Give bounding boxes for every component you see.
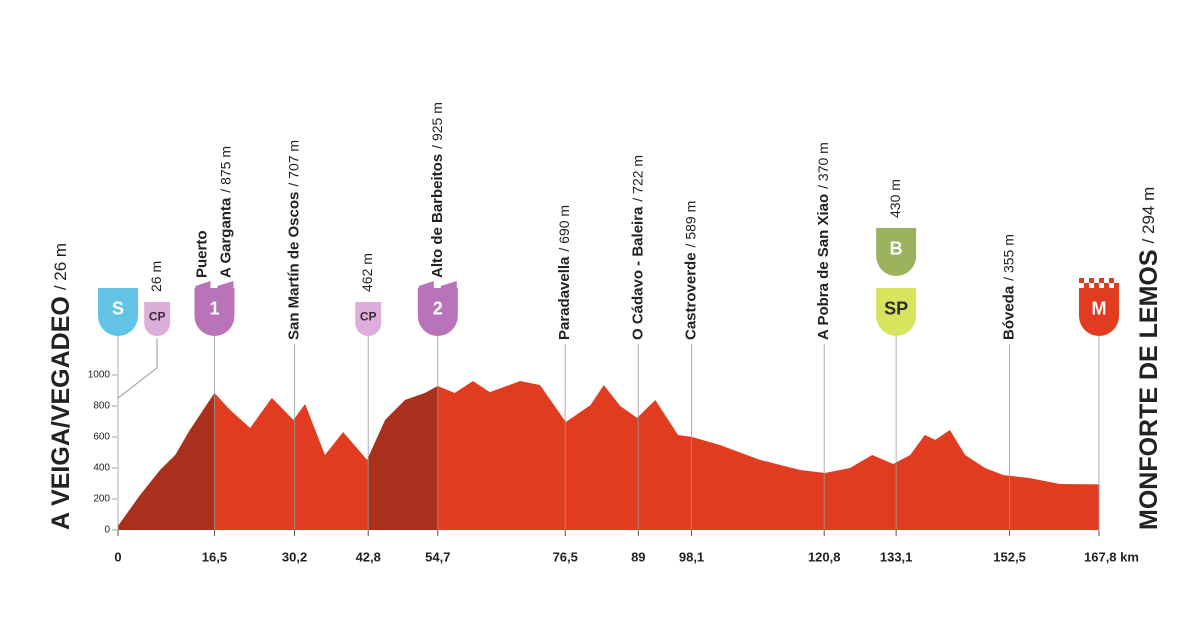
waypoint-icon [144, 302, 171, 337]
waypoint-name: Paradavella / 690 m [556, 205, 573, 340]
waypoint-name-text: O Cádavo - Baleira [629, 206, 646, 340]
waypoint-icon [355, 302, 382, 337]
icon-checker [1094, 283, 1099, 288]
climb-section [368, 381, 438, 530]
leader-line [117, 367, 158, 399]
waypoint-altitude: / 589 m [682, 201, 698, 248]
waypoint-altitude: 26 m [148, 261, 164, 292]
icon-label: 2 [433, 298, 443, 318]
waypoint-icon [876, 228, 917, 276]
x-tick-label: 0 [114, 549, 121, 564]
waypoint-altitude: / 355 m [1000, 234, 1016, 281]
icon-checker [1104, 278, 1109, 283]
x-tick-label: 167,8 km [1084, 549, 1139, 564]
waypoint-name-text: Alto de Barbeitos [429, 154, 446, 278]
waypoint-name: A Pobra de San Xiao / 370 m [815, 142, 832, 340]
x-tick-label: 120,8 [808, 549, 841, 564]
icon-checker [1089, 278, 1094, 283]
elevation-area [118, 381, 1099, 530]
place-altitude: / 294 m [1139, 187, 1158, 244]
waypoint-name-text: San Martín de Oscos [286, 192, 303, 340]
waypoint-name-text: Puerto [193, 230, 210, 278]
y-tick-label: 200 [93, 494, 110, 505]
icon-checker [1094, 278, 1099, 283]
x-tick-label: 98,1 [679, 549, 704, 564]
icon-flag [195, 281, 234, 288]
waypoint-name-text: Bóveda [1001, 285, 1018, 340]
start-label: A VEIGA/VEGADEO / 26 m [47, 243, 75, 530]
waypoint-name-text: A Pobra de San Xiao [815, 194, 832, 340]
x-tick-label: 42,8 [356, 549, 381, 564]
waypoint-name: Bóveda / 355 m [1000, 234, 1017, 340]
finish-label: MONFORTE DE LEMOS / 294 m [1135, 187, 1163, 530]
waypoint-name: O Cádavo - Baleira / 722 m [629, 155, 646, 340]
icon-label: B [890, 238, 903, 258]
waypoint-icon [194, 288, 235, 336]
icon-checker [1089, 283, 1094, 288]
icon-label: S [112, 298, 124, 318]
waypoint-name: Castroverde / 589 m [682, 201, 699, 340]
icon-label: M [1092, 298, 1107, 318]
x-tick-label: 16,5 [202, 549, 227, 564]
icon-checker [1099, 283, 1104, 288]
waypoint-altitude: 430 m [887, 179, 903, 218]
place-name: A VEIGA/VEGADEO [47, 296, 75, 530]
icon-flag [418, 281, 457, 288]
icon-checker [1114, 283, 1119, 288]
waypoint-name: San Martín de Oscos / 707 m [285, 140, 302, 340]
y-tick-label: 400 [93, 463, 110, 474]
y-tick-label: 800 [93, 401, 110, 412]
waypoint-name-text: Castroverde [682, 252, 699, 340]
x-tick-label: 133,1 [880, 549, 913, 564]
icon-checker [1109, 278, 1114, 283]
waypoint-icon [417, 288, 458, 336]
icon-label: 1 [209, 298, 219, 318]
icon-checker [1084, 278, 1089, 283]
waypoint-icon [876, 288, 917, 336]
waypoint-name-text: Paradavella [556, 256, 573, 340]
waypoint-altitude: 462 m [359, 253, 375, 292]
waypoint-icon [1079, 288, 1119, 336]
icon-label: SP [884, 298, 908, 318]
icon-checker [1079, 278, 1084, 283]
climb-section [118, 381, 215, 530]
x-tick-label: 30,2 [282, 549, 307, 564]
waypoint-name: Alto de Barbeitos / 925 m [428, 102, 445, 278]
x-tick-label: 152,5 [993, 549, 1026, 564]
waypoint-name: A Garganta / 875 m [217, 146, 234, 278]
x-tick-label: 54,7 [425, 549, 450, 564]
icon-checker [1109, 283, 1114, 288]
x-tick-label: 89 [631, 549, 645, 564]
icon-label: CP [360, 309, 377, 323]
icon-checker [1114, 278, 1119, 283]
icon-checker [1079, 283, 1084, 288]
waypoint-altitude: / 875 m [217, 146, 233, 193]
place-altitude: / 26 m [51, 243, 70, 290]
icon-checker [1084, 283, 1089, 288]
waypoint-altitude: / 707 m [285, 140, 301, 187]
icon-label: CP [149, 309, 166, 323]
waypoint-altitude: / 690 m [556, 205, 572, 252]
y-tick-label: 600 [93, 432, 110, 443]
waypoint-altitude: / 925 m [428, 102, 444, 149]
waypoint-name: Puerto [193, 230, 210, 278]
waypoint-icon [98, 288, 138, 336]
icon-checker [1099, 278, 1104, 283]
y-tick-label: 0 [104, 525, 110, 536]
waypoint-name-text: A Garganta [217, 197, 234, 278]
x-tick-label: 76,5 [553, 549, 578, 564]
waypoint-altitude: / 722 m [629, 155, 645, 202]
waypoint-altitude: / 370 m [815, 142, 831, 189]
icon-checker [1104, 283, 1109, 288]
y-tick-label: 1000 [88, 370, 111, 381]
place-name: MONFORTE DE LEMOS [1135, 249, 1163, 530]
